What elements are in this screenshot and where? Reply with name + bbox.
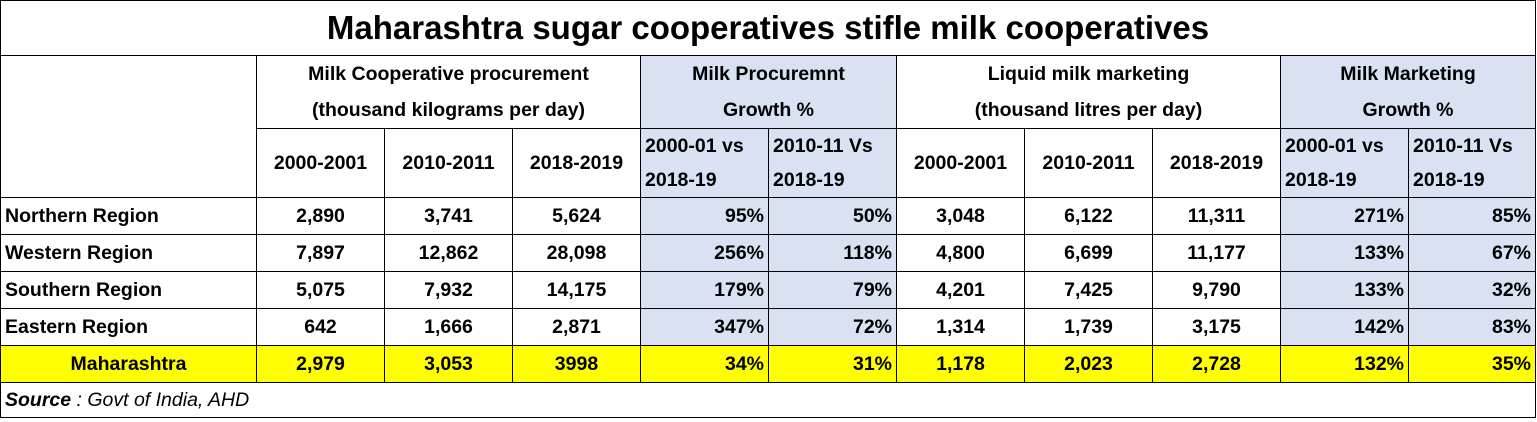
value-cell: 256% bbox=[640, 234, 769, 272]
value-cell: 11,177 bbox=[1152, 234, 1281, 272]
value-cell: 132% bbox=[1280, 345, 1409, 383]
value-cell: 271% bbox=[1280, 197, 1409, 235]
value-cell: 133% bbox=[1280, 271, 1409, 309]
value-cell: 4,201 bbox=[896, 271, 1025, 309]
region-label: Southern Region bbox=[0, 271, 257, 309]
group-header-line1: Milk Cooperative procurement bbox=[256, 55, 641, 92]
region-label: Eastern Region bbox=[0, 308, 257, 346]
region-label: Maharashtra bbox=[0, 345, 257, 383]
value-cell: 72% bbox=[768, 308, 897, 346]
source-label: Source bbox=[5, 388, 72, 411]
value-cell: 7,932 bbox=[384, 271, 513, 309]
value-cell: 1,739 bbox=[1024, 308, 1153, 346]
group-header-line2: Growth % bbox=[1279, 92, 1537, 129]
column-header-line2: 2018-19 bbox=[1413, 169, 1485, 191]
value-cell: 3998 bbox=[512, 345, 641, 383]
value-cell: 85% bbox=[1407, 197, 1537, 235]
column-header-line1: 2018-2019 bbox=[1169, 152, 1264, 174]
value-cell: 3,741 bbox=[384, 197, 513, 235]
column-header: 2018-2019 bbox=[512, 128, 641, 198]
value-cell: 1,314 bbox=[896, 308, 1025, 346]
column-header: 2000-2001 bbox=[256, 128, 385, 198]
value-cell: 79% bbox=[768, 271, 897, 309]
value-cell: 7,425 bbox=[1024, 271, 1153, 309]
value-cell: 133% bbox=[1280, 234, 1409, 272]
group-header-line2: (thousand litres per day) bbox=[896, 92, 1281, 129]
group-header-line1: Liquid milk marketing bbox=[896, 55, 1281, 92]
corner-cell bbox=[0, 55, 257, 198]
group-header-line2: (thousand kilograms per day) bbox=[256, 92, 641, 129]
column-header: 2000-01 vs 2018-19 bbox=[640, 128, 769, 198]
value-cell: 642 bbox=[256, 308, 385, 346]
column-header-line1: 2000-2001 bbox=[913, 152, 1008, 174]
value-cell: 2,871 bbox=[512, 308, 641, 346]
value-cell: 2,890 bbox=[256, 197, 385, 235]
table-row: Northern Region 2,890 3,741 5,624 95% 50% 3,04… bbox=[0, 197, 1537, 235]
column-header: 2010-11 Vs 2018-19 bbox=[768, 128, 897, 198]
table-title: Maharashtra sugar cooperatives stifle mi… bbox=[0, 0, 1537, 56]
value-cell: 12,862 bbox=[384, 234, 513, 272]
value-cell: 31% bbox=[768, 345, 897, 383]
group-header-line1: Milk Procuremnt bbox=[640, 55, 897, 92]
total-row: Maharashtra 2,979 3,053 3998 34% 31% 1,178 2,02… bbox=[0, 345, 1537, 383]
value-cell: 4,800 bbox=[896, 234, 1025, 272]
value-cell: 5,624 bbox=[512, 197, 641, 235]
value-cell: 3,053 bbox=[384, 345, 513, 383]
source-text: : Govt of India, AHD bbox=[71, 388, 250, 411]
value-cell: 5,075 bbox=[256, 271, 385, 309]
value-cell: 3,048 bbox=[896, 197, 1025, 235]
value-cell: 142% bbox=[1280, 308, 1409, 346]
value-cell: 179% bbox=[640, 271, 769, 309]
table-row: Southern Region 5,075 7,932 14,175 179% 79% 4,… bbox=[0, 271, 1537, 309]
value-cell: 35% bbox=[1407, 345, 1537, 383]
value-cell: 95% bbox=[640, 197, 769, 235]
region-label: Western Region bbox=[0, 234, 257, 272]
value-cell: 3,175 bbox=[1152, 308, 1281, 346]
value-cell: 83% bbox=[1407, 308, 1537, 346]
region-label: Northern Region bbox=[0, 197, 257, 235]
value-cell: 11,311 bbox=[1152, 197, 1281, 235]
value-cell: 1,666 bbox=[384, 308, 513, 346]
value-cell: 7,897 bbox=[256, 234, 385, 272]
group-header-line2: Growth % bbox=[640, 92, 897, 129]
value-cell: 32% bbox=[1407, 271, 1537, 309]
value-cell: 9,790 bbox=[1152, 271, 1281, 309]
table-row: Eastern Region 642 1,666 2,871 347% 72% 1,314 1… bbox=[0, 308, 1537, 346]
value-cell: 28,098 bbox=[512, 234, 641, 272]
column-header-line1: 2010-11 Vs bbox=[773, 135, 873, 157]
value-cell: 14,175 bbox=[512, 271, 641, 309]
value-cell: 34% bbox=[640, 345, 769, 383]
column-header-line1: 2000-01 vs bbox=[1285, 135, 1384, 157]
column-header: 2010-2011 bbox=[1024, 128, 1153, 198]
value-cell: 2,728 bbox=[1152, 345, 1281, 383]
source-note: Source : Govt of India, AHD bbox=[0, 382, 1537, 418]
column-header-line2: 2018-19 bbox=[773, 169, 845, 191]
value-cell: 1,178 bbox=[896, 345, 1025, 383]
value-cell: 2,979 bbox=[256, 345, 385, 383]
table-row: Western Region 7,897 12,862 28,098 256% 118% 4… bbox=[0, 234, 1537, 272]
group-header-line1: Milk Marketing bbox=[1279, 55, 1537, 92]
column-header-line2: 2018-19 bbox=[1285, 169, 1357, 191]
value-cell: 6,699 bbox=[1024, 234, 1153, 272]
column-header: 2000-2001 bbox=[896, 128, 1025, 198]
value-cell: 67% bbox=[1407, 234, 1537, 272]
column-header-line1: 2010-11 Vs bbox=[1413, 135, 1513, 157]
column-header-line1: 2010-2011 bbox=[402, 152, 495, 174]
column-header: 2010-11 Vs 2018-19 bbox=[1407, 128, 1537, 198]
column-header: 2018-2019 bbox=[1152, 128, 1281, 198]
column-header-line1: 2000-2001 bbox=[273, 152, 368, 174]
value-cell: 118% bbox=[768, 234, 897, 272]
value-cell: 6,122 bbox=[1024, 197, 1153, 235]
column-header: 2010-2011 bbox=[384, 128, 513, 198]
value-cell: 2,023 bbox=[1024, 345, 1153, 383]
column-header: 2000-01 vs 2018-19 bbox=[1280, 128, 1409, 198]
value-cell: 347% bbox=[640, 308, 769, 346]
column-header-line1: 2000-01 vs bbox=[645, 135, 744, 157]
value-cell: 50% bbox=[768, 197, 897, 235]
column-header-line2: 2018-19 bbox=[645, 169, 717, 191]
column-header-line1: 2010-2011 bbox=[1042, 152, 1135, 174]
column-header-line1: 2018-2019 bbox=[529, 152, 624, 174]
